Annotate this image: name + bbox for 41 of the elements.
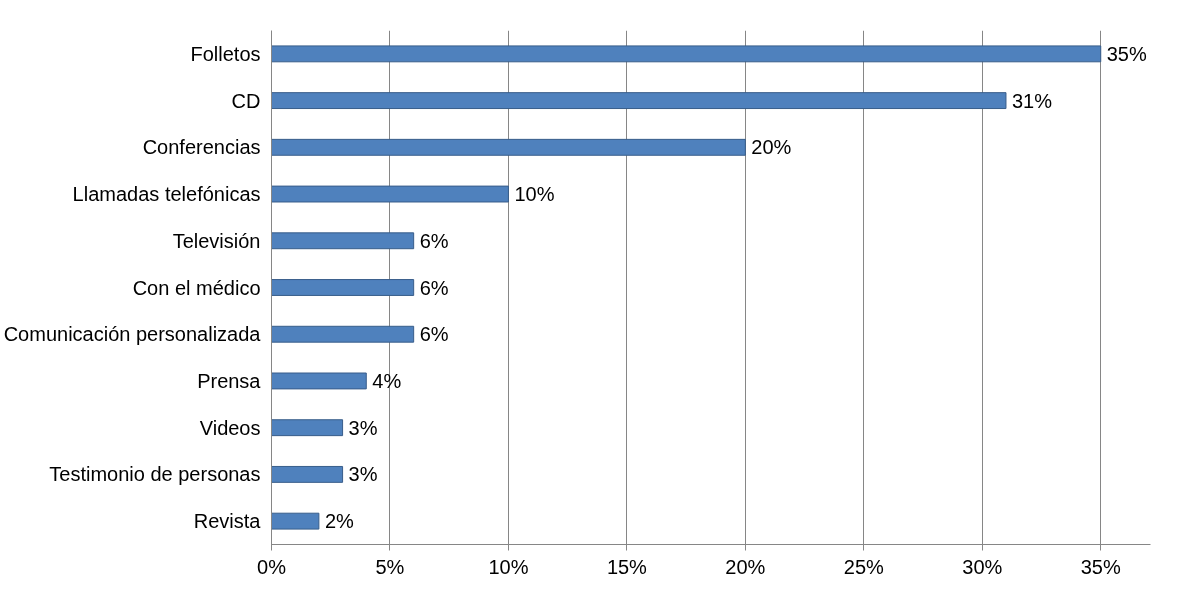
y-tick-label: Conferencias [142, 136, 261, 159]
data-label: 6% [419, 323, 449, 346]
x-tick-label: 30% [962, 555, 1003, 578]
data-label: 31% [1011, 89, 1053, 112]
x-tick-label: 25% [843, 555, 885, 578]
bar [271, 138, 746, 156]
bar [271, 92, 1007, 110]
y-tick-label: Testimonio de personas [49, 463, 261, 486]
x-tick-label: 10% [488, 555, 529, 578]
bar [271, 279, 415, 296]
bar [271, 512, 320, 530]
data-label: 6% [419, 276, 449, 299]
y-tick-label: Televisión [172, 229, 261, 252]
x-tick-label: 0% [257, 555, 287, 578]
x-tick-label: 15% [606, 555, 648, 578]
x-tick-label: 35% [1080, 555, 1121, 578]
y-tick-label: Revista [193, 510, 262, 533]
x-tick-label: 20% [725, 555, 766, 578]
data-label: 3% [348, 416, 378, 439]
y-tick-label: Llamadas telefónicas [72, 183, 261, 206]
bar [271, 45, 1102, 63]
bar [271, 325, 415, 343]
data-label: 4% [372, 369, 402, 392]
x-tick-label: 5% [375, 555, 405, 578]
bar [271, 185, 509, 203]
y-tick-label: Prensa [197, 369, 262, 392]
data-label: 35% [1106, 42, 1147, 65]
y-tick-label: Comunicación personalizada [3, 323, 262, 346]
data-label: 2% [324, 510, 355, 533]
y-tick-label: Con el médico [132, 276, 261, 299]
y-tick-label: Videos [199, 416, 261, 439]
bar [271, 419, 344, 437]
data-label: 6% [419, 229, 449, 252]
data-label: 20% [751, 136, 792, 159]
bar [271, 372, 367, 390]
data-label: 3% [348, 463, 378, 486]
bar [271, 465, 344, 483]
y-tick-label: Folletos [190, 42, 261, 65]
bar [271, 232, 415, 250]
data-label: 10% [514, 183, 555, 206]
y-tick-label: CD [231, 89, 261, 112]
